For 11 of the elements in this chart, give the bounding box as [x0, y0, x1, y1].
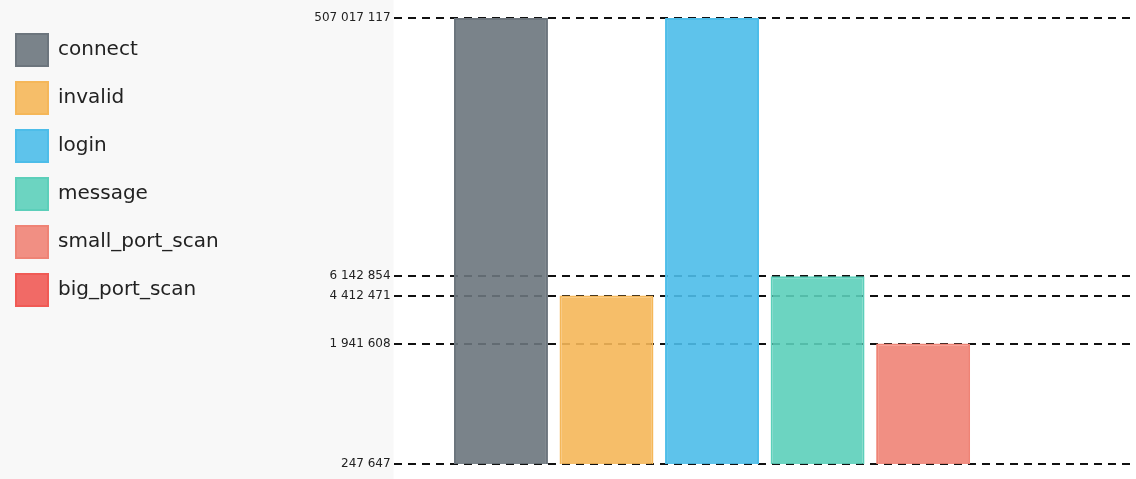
y-tick-label: 4 412 471 [329, 287, 391, 302]
legend-label: login [58, 132, 107, 157]
legend-label: connect [58, 36, 138, 61]
y-tick-label: 6 142 854 [329, 268, 391, 283]
legend-label: small_port_scan [58, 228, 219, 253]
y-tick-label: 247 647 [340, 456, 391, 471]
legend-label: invalid [58, 84, 125, 109]
legend-label: message [58, 180, 148, 205]
y-tick-label: 507 017 117 [314, 10, 391, 25]
y-tick-label: 1 941 608 [329, 335, 391, 350]
legend-label: big_port_scan [58, 276, 197, 301]
